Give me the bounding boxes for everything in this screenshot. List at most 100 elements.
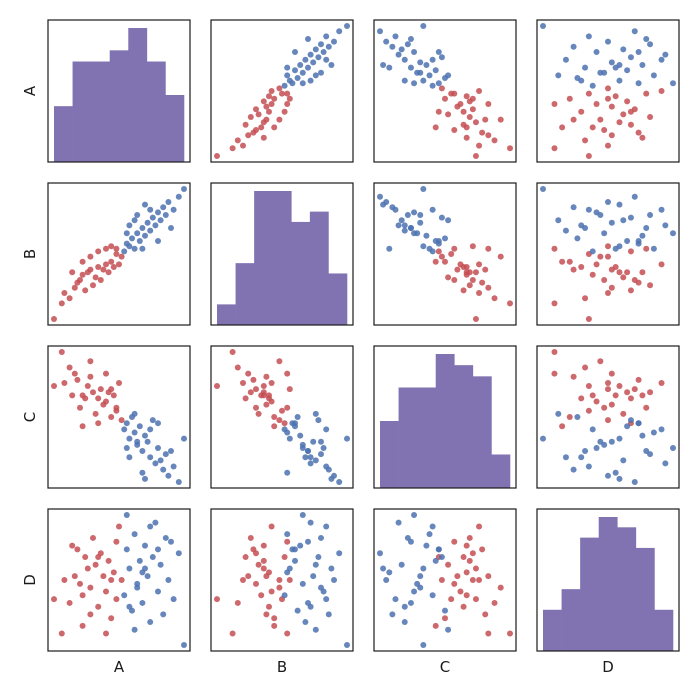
scatter-point (438, 554, 445, 561)
scatter-point (95, 603, 102, 610)
scatter-point (407, 538, 414, 545)
scatter-point (260, 392, 267, 399)
histogram-bar (598, 517, 618, 651)
scatter-point (247, 114, 254, 120)
scatter-point (389, 43, 396, 50)
panel-C-C (373, 345, 517, 489)
scatter-point (165, 577, 172, 583)
scatter-point (263, 373, 270, 380)
scatter-point (620, 46, 627, 53)
scatter-point (292, 546, 298, 553)
scatter-point (160, 611, 167, 618)
scatter-point (103, 261, 109, 268)
scatter-point (155, 546, 161, 553)
scatter-point (247, 389, 254, 396)
scatter-point (147, 619, 154, 626)
scatter-point (479, 279, 486, 286)
scatter-point (463, 269, 470, 276)
scatter-point (118, 417, 125, 424)
axis-labels-layer: A B C D A B C D (21, 85, 614, 676)
scatter-point (147, 206, 154, 213)
scatter-point (155, 444, 161, 451)
scatter-point (605, 38, 611, 45)
scatter-point (242, 554, 249, 561)
scatter-point (325, 611, 332, 618)
scatter-point (608, 219, 615, 226)
scatter-point (144, 438, 151, 445)
histogram-bar (254, 191, 274, 325)
x-axis-label: A (114, 658, 125, 676)
scatter-point (279, 90, 285, 97)
scatter-point (266, 603, 272, 610)
scatter-point (562, 227, 569, 234)
scatter-point (139, 599, 146, 606)
scatter-point (121, 248, 128, 255)
scatter-point (95, 420, 102, 427)
histogram-bar (309, 211, 329, 325)
scatter-point (292, 557, 298, 564)
scatter-point (95, 248, 102, 255)
scatter-point (284, 64, 291, 71)
scatter-point (491, 599, 498, 606)
histogram-bar (580, 537, 600, 651)
scatter-point (593, 444, 600, 451)
scatter-point (299, 512, 306, 518)
scatter-point (616, 77, 623, 84)
scatter-point (466, 282, 473, 289)
scatter-point (87, 266, 94, 273)
scatter-point (307, 51, 314, 58)
scatter-point (312, 626, 319, 633)
scatter-point (608, 59, 615, 66)
scatter-point (271, 414, 278, 420)
scatter-point (582, 64, 589, 71)
panel-D-B (210, 508, 354, 652)
scatter-point (61, 577, 68, 583)
scatter-point (149, 417, 156, 424)
scatter-point (616, 383, 623, 390)
y-axis-label: D (21, 574, 39, 586)
scatter-point (302, 454, 309, 461)
scatter-point (136, 423, 143, 430)
scatter-point (386, 569, 393, 576)
scatter-point (605, 95, 611, 102)
scatter-point (325, 43, 332, 50)
scatter-point (479, 546, 486, 553)
scatter-point (612, 264, 619, 270)
scatter-point (585, 316, 592, 322)
scatter-point (260, 98, 267, 105)
scatter-point (92, 274, 99, 281)
scatter-point (411, 49, 418, 55)
scatter-point (451, 90, 458, 97)
scatter-point (147, 523, 154, 530)
scatter-point (299, 80, 306, 87)
scatter-point (284, 538, 291, 545)
scatter-point (476, 142, 483, 149)
scatter-point (336, 28, 343, 35)
scatter-point (312, 457, 319, 464)
scatter-point (559, 258, 566, 265)
scatter-point (129, 235, 135, 242)
scatter-point (126, 243, 133, 250)
scatter-point (71, 370, 78, 377)
scatter-point (103, 588, 109, 595)
panel-B-A (47, 182, 191, 326)
scatter-point (123, 444, 130, 451)
scatter-point (647, 389, 654, 396)
scatter-point (131, 531, 138, 538)
histogram-bar (561, 589, 581, 651)
scatter-point (165, 472, 172, 479)
scatter-point (578, 108, 585, 115)
scatter-point (624, 98, 631, 105)
scatter-point (616, 435, 623, 442)
scatter-point (253, 580, 259, 587)
scatter-point (323, 56, 330, 63)
scatter-point (435, 80, 442, 87)
scatter-point (268, 398, 275, 405)
scatter-point (605, 290, 611, 296)
scatter-point (398, 561, 405, 568)
scatter-point (482, 266, 489, 273)
scatter-point (312, 410, 319, 417)
scatter-point (631, 277, 638, 283)
scatter-point (585, 407, 592, 414)
scatter-point (597, 358, 604, 365)
